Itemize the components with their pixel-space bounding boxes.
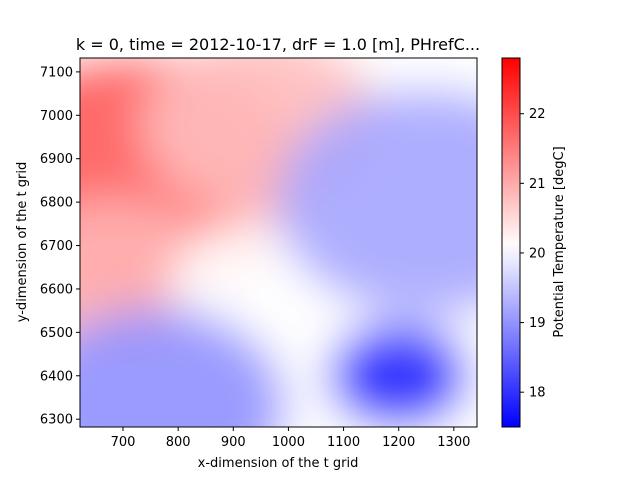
colorbar-ticks: 18 19 20 21 22 [520, 107, 546, 401]
field-region-cold-eddy [328, 322, 469, 427]
field-region-cool-southwest [80, 308, 287, 427]
y-axis: 6300 6400 6500 6600 6700 6800 6900 7000 7100 [40, 65, 80, 428]
x-axis: 700 800 900 1000 1100 1200 1300 [111, 427, 470, 450]
y-tick-label: 6500 [40, 326, 73, 341]
x-tick-label: 1100 [327, 435, 360, 450]
colorbar-tick-label: 22 [529, 107, 546, 122]
field-region-cool-east [276, 89, 477, 316]
colorbar-tick-label: 19 [529, 316, 546, 331]
x-axis-label: x-dimension of the t grid [198, 456, 359, 471]
y-tick-label: 7100 [40, 65, 73, 80]
y-tick-label: 6900 [40, 152, 73, 167]
heatmap-plot [79, 57, 478, 428]
x-tick-label: 1300 [437, 435, 470, 450]
x-tick-label: 700 [111, 435, 136, 450]
y-tick-label: 6800 [40, 196, 73, 211]
colorbar: 18 19 20 21 22 Potential Temperature [degC] [501, 57, 567, 428]
colorbar-tick-label: 18 [529, 386, 546, 401]
temperature-field [80, 58, 477, 427]
y-tick-label: 7000 [40, 109, 73, 124]
x-tick-label: 800 [166, 435, 191, 450]
colorbar-bar [501, 57, 521, 428]
y-tick-label: 6400 [40, 369, 73, 384]
plot-frame [79, 57, 478, 428]
y-tick-label: 6600 [40, 282, 73, 297]
x-tick-label: 900 [221, 435, 246, 450]
colorbar-tick-label: 20 [529, 246, 546, 261]
x-tick-label: 1000 [272, 435, 305, 450]
colorbar-label: Potential Temperature [degC] [552, 146, 567, 337]
x-tick-label: 1200 [382, 435, 415, 450]
y-tick-label: 6700 [40, 239, 73, 254]
y-axis-label: y-dimension of the t grid [15, 162, 30, 322]
colorbar-tick-label: 21 [529, 177, 546, 192]
chart-title: k = 0, time = 2012-10-17, drF = 1.0 [m],… [76, 35, 480, 54]
y-tick-label: 6300 [40, 413, 73, 428]
